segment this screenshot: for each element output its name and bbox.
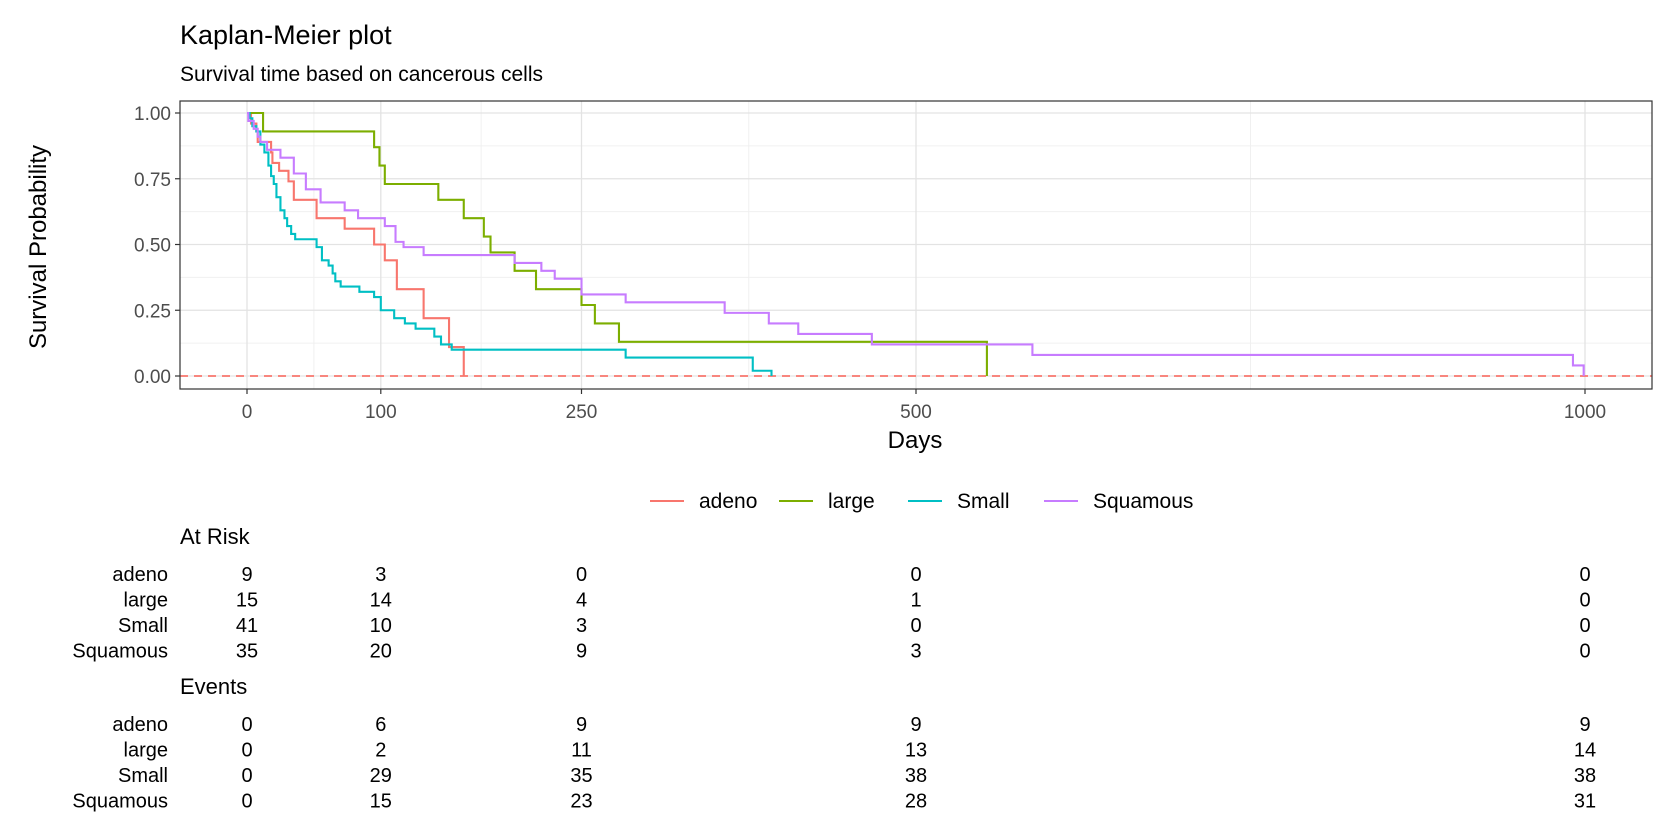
series-line-squamous <box>247 111 1585 376</box>
x-tick-label: 250 <box>566 402 598 423</box>
events-cell: 11 <box>571 740 592 762</box>
at-risk-cell: 0 <box>576 564 587 586</box>
at-risk-cell: 9 <box>241 564 252 586</box>
legend-label-squamous: Squamous <box>1093 490 1193 513</box>
events-cell: 38 <box>1574 765 1596 787</box>
at-risk-cell: 0 <box>1579 590 1590 612</box>
y-tick-label: 0.50 <box>134 236 171 257</box>
x-tick-label: 500 <box>900 402 932 423</box>
at-risk-cell: 3 <box>576 615 587 637</box>
y-axis-label: Survival Probability <box>25 145 52 349</box>
grid <box>180 101 1652 389</box>
axes: 0.00 0.25 0.50 0.75 1.00 0 100 250 500 1000 <box>134 104 1606 423</box>
y-tick-label: 1.00 <box>134 104 171 125</box>
events-cell: 29 <box>370 765 392 787</box>
x-tick-label: 0 <box>242 402 253 423</box>
survival-curves <box>180 111 1652 377</box>
events-cell: 23 <box>570 791 592 813</box>
at-risk-cell: 0 <box>1579 615 1590 637</box>
events-cell: 9 <box>1579 714 1590 736</box>
at-risk-cell: 9 <box>576 641 587 663</box>
events-cell: 2 <box>375 740 386 762</box>
at-risk-table-title: At Risk <box>180 524 251 549</box>
events-cell: 0 <box>241 791 252 813</box>
at-risk-cell: 20 <box>370 641 392 663</box>
plot-panel-border <box>179 100 1653 390</box>
y-tick-label: 0.00 <box>134 367 171 388</box>
at-risk-cell: 0 <box>910 615 921 637</box>
x-tick-label: 1000 <box>1564 402 1606 423</box>
at-risk-cell: 3 <box>375 564 386 586</box>
events-row-label: large <box>124 740 168 762</box>
at-risk-cell: 41 <box>236 615 258 637</box>
events-row-label: Squamous <box>72 791 168 813</box>
at-risk-row-label: Squamous <box>72 641 168 663</box>
at-risk-cell: 0 <box>1579 641 1590 663</box>
series-line-large <box>247 111 988 376</box>
legend-label-adeno: adeno <box>699 490 757 513</box>
legend-label-small: Small <box>957 490 1010 513</box>
events-cell: 9 <box>576 714 587 736</box>
events-cell: 35 <box>570 765 592 787</box>
at-risk-row-label: adeno <box>112 564 168 586</box>
events-cell: 0 <box>241 765 252 787</box>
at-risk-cell: 0 <box>1579 564 1590 586</box>
at-risk-cell: 14 <box>370 590 392 612</box>
at-risk-cell: 3 <box>910 641 921 663</box>
series-line-small <box>247 111 773 376</box>
at-risk-cell: 10 <box>370 615 392 637</box>
at-risk-cell: 35 <box>236 641 258 663</box>
at-risk-cell: 0 <box>910 564 921 586</box>
events-cell: 31 <box>1574 791 1596 813</box>
chart-subtitle: Survival time based on cancerous cells <box>180 63 543 86</box>
events-row-label: Small <box>118 765 168 787</box>
y-tick-label: 0.75 <box>134 170 171 191</box>
at-risk-row-label: large <box>124 590 168 612</box>
at-risk-cell: 1 <box>910 590 921 612</box>
events-cell: 28 <box>905 791 927 813</box>
x-tick-label: 100 <box>365 402 397 423</box>
events-cell: 14 <box>1574 740 1596 762</box>
events-table-title: Events <box>180 674 247 699</box>
events-cell: 13 <box>905 740 927 762</box>
events-cell: 6 <box>375 714 386 736</box>
at-risk-cell: 15 <box>236 590 258 612</box>
x-axis-label: Days <box>888 427 943 454</box>
events-cell: 38 <box>905 765 927 787</box>
chart-title: Kaplan-Meier plot <box>180 20 392 50</box>
events-cell: 9 <box>910 714 921 736</box>
at-risk-cell: 4 <box>576 590 587 612</box>
events-row-label: adeno <box>112 714 168 736</box>
y-tick-label: 0.25 <box>134 301 171 322</box>
events-cell: 15 <box>370 791 392 813</box>
legend: adeno large Small Squamous <box>650 490 1193 513</box>
events-cell: 0 <box>241 740 252 762</box>
events-cell: 0 <box>241 714 252 736</box>
legend-label-large: large <box>828 490 875 513</box>
at-risk-row-label: Small <box>118 615 168 637</box>
